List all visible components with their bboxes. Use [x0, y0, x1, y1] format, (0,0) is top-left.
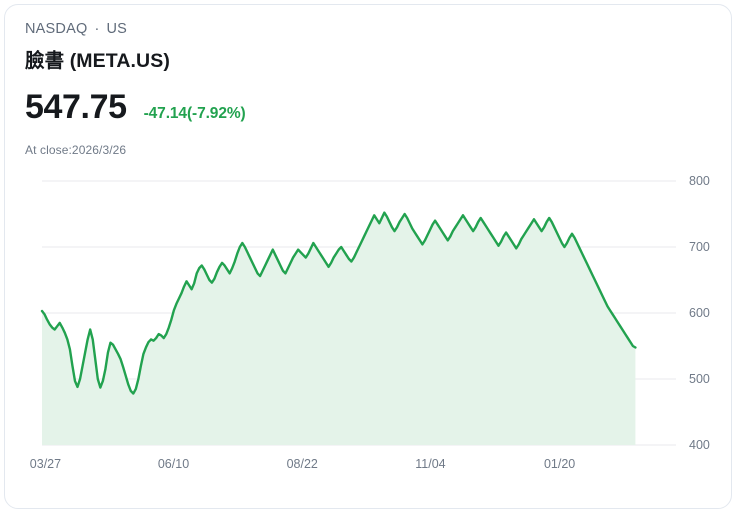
y-axis-tick-label: 800	[689, 174, 710, 188]
current-price: 547.75	[25, 88, 127, 126]
y-axis-tick-label: 700	[689, 240, 710, 254]
exchange-row: NASDAQ · US	[25, 21, 665, 37]
quote-header: NASDAQ · US 臉書 (META.US) 547.75 -47.14(-7.…	[25, 21, 665, 157]
stock-quote-card: NASDAQ · US 臉書 (META.US) 547.75 -47.14(-7.…	[4, 4, 732, 509]
separator-dot: ·	[94, 21, 100, 37]
region-label: US	[106, 21, 128, 37]
price-change: -47.14(-7.92%)	[143, 105, 246, 122]
x-axis-tick-label: 01/20	[543, 457, 576, 471]
y-axis-tick-label: 600	[689, 306, 710, 320]
page-title: 臉書 (META.US)	[25, 50, 170, 72]
chart-gridlines	[42, 180, 676, 446]
exchange-name: NASDAQ	[25, 21, 88, 37]
chart-line	[40, 211, 637, 395]
y-axis-tick-label: 400	[689, 438, 710, 452]
x-axis-tick-label: 11/04	[415, 457, 446, 471]
y-axis-tick-label: 500	[689, 372, 710, 386]
price-row: 547.75 -47.14(-7.92%)	[25, 90, 665, 124]
market-status: At close:2026/3/26	[25, 143, 127, 157]
x-axis-tick-label: 06/10	[157, 457, 190, 471]
x-axis-tick-label: 08/22	[286, 457, 318, 471]
chart-area-fill	[42, 212, 636, 445]
x-axis-tick-label: 03/27	[29, 457, 62, 471]
